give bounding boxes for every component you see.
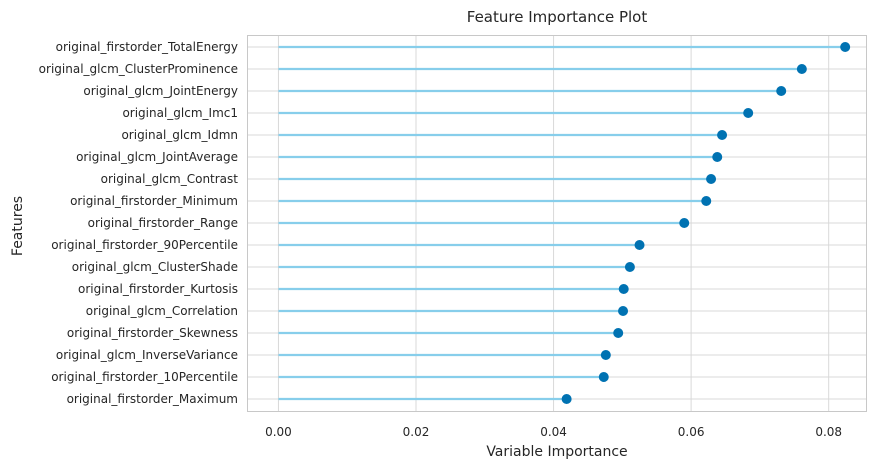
importance-marker bbox=[796, 64, 807, 74]
importance-marker bbox=[634, 240, 645, 250]
x-tick-label: 0.08 bbox=[815, 425, 842, 439]
importance-marker bbox=[600, 350, 611, 360]
y-tick-label: original_glcm_JointEnergy bbox=[83, 84, 238, 98]
y-tick-label: original_firstorder_Minimum bbox=[70, 194, 238, 208]
y-tick-label: original_firstorder_TotalEnergy bbox=[56, 40, 238, 54]
chart-title: Feature Importance Plot bbox=[467, 8, 648, 26]
y-axis-label: Features bbox=[10, 196, 26, 256]
importance-marker bbox=[840, 42, 851, 52]
importance-marker bbox=[706, 174, 717, 184]
importance-marker bbox=[618, 306, 629, 316]
x-tick-label: 0.04 bbox=[540, 425, 567, 439]
x-tick-label: 0.02 bbox=[403, 425, 430, 439]
y-tick-label: original_glcm_Idmn bbox=[121, 128, 238, 142]
y-tick-label: original_glcm_Contrast bbox=[101, 172, 239, 186]
y-tick-label: original_firstorder_90Percentile bbox=[51, 238, 238, 252]
y-tick-label: original_glcm_Imc1 bbox=[122, 106, 238, 120]
importance-marker bbox=[679, 218, 690, 228]
labels-layer: 0.00 0.02 0.04 0.06 0.08 original_firstorder_… bbox=[39, 40, 842, 439]
y-tick-label: original_firstorder_Maximum bbox=[67, 392, 238, 406]
y-tick-label: original_firstorder_Range bbox=[88, 216, 238, 230]
importance-marker bbox=[561, 394, 572, 404]
importance-marker bbox=[743, 108, 754, 118]
y-tick-label: original_firstorder_Kurtosis bbox=[78, 282, 238, 296]
importance-marker bbox=[618, 284, 629, 294]
x-tick-label: 0.06 bbox=[678, 425, 705, 439]
importance-marker bbox=[613, 328, 624, 338]
y-tick-label: original_glcm_InverseVariance bbox=[56, 348, 238, 362]
importance-marker bbox=[776, 86, 787, 96]
x-tick-label: 0.00 bbox=[265, 425, 292, 439]
y-tick-label: original_glcm_ClusterProminence bbox=[39, 62, 238, 76]
importance-marker bbox=[712, 152, 723, 162]
importance-marker bbox=[598, 372, 609, 382]
marks-layer bbox=[278, 42, 851, 404]
y-tick-label: original_glcm_JointAverage bbox=[76, 150, 238, 164]
x-axis-label: Variable Importance bbox=[486, 444, 627, 460]
importance-marker bbox=[624, 262, 635, 272]
plot-frame bbox=[247, 35, 867, 412]
y-tick-label: original_firstorder_Skewness bbox=[67, 326, 238, 340]
importance-marker bbox=[701, 196, 712, 206]
y-tick-label: original_glcm_ClusterShade bbox=[72, 260, 238, 274]
y-tick-label: original_glcm_Correlation bbox=[86, 304, 238, 318]
importance-marker bbox=[717, 130, 728, 140]
y-tick-label: original_firstorder_10Percentile bbox=[51, 370, 238, 384]
